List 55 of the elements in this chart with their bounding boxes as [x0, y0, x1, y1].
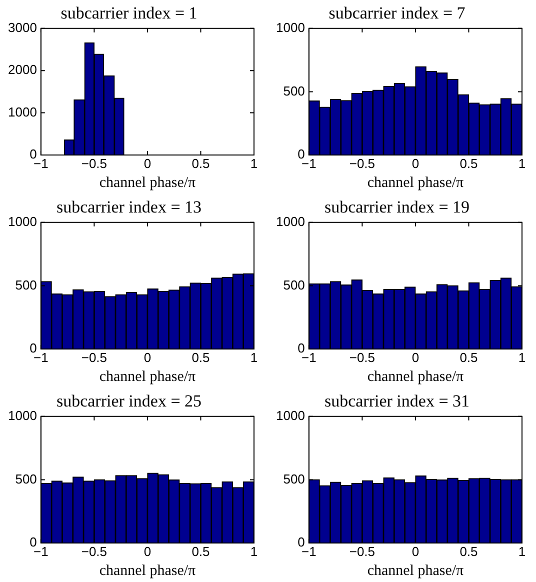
x-tick-label: −0.5	[81, 350, 108, 366]
chart-title: subcarrier index = 31	[324, 392, 470, 411]
x-tick-label: 1	[250, 156, 258, 172]
x-tick-label: 1	[250, 544, 258, 560]
x-axis-title: channel phase/π	[367, 368, 464, 385]
x-tick-label: 0	[412, 544, 420, 560]
x-tick-label: 1	[518, 544, 526, 560]
x-axis-title: channel phase/π	[99, 562, 196, 579]
chart-title: subcarrier index = 19	[324, 198, 470, 217]
y-tick-label: 1000	[8, 214, 37, 229]
y-tick-label: 1000	[276, 214, 305, 229]
y-tick-label: 0	[298, 534, 305, 550]
x-tick-label: −0.5	[349, 544, 376, 560]
x-tick-label: 0.5	[192, 156, 210, 172]
chart-title: subcarrier index = 1	[60, 4, 198, 23]
x-axis-title: channel phase/π	[99, 174, 196, 191]
chart-title: subcarrier index = 25	[56, 392, 202, 411]
y-tick-label: 0	[298, 340, 305, 356]
x-tick-label: −0.5	[349, 350, 376, 366]
y-tick-label: 0	[298, 146, 305, 162]
y-tick-label: 0	[30, 340, 37, 356]
chart-title: subcarrier index = 7	[328, 4, 466, 23]
y-tick-label: 500	[283, 277, 305, 292]
y-tick-label: 0	[30, 534, 37, 550]
chart-title: subcarrier index = 13	[56, 198, 202, 217]
x-tick-label: −0.5	[81, 156, 108, 172]
x-tick-label: 1	[518, 156, 526, 172]
x-axis-title: channel phase/π	[367, 562, 464, 579]
y-tick-label: 1000	[8, 408, 37, 423]
x-tick-label: −0.5	[81, 544, 108, 560]
y-tick-label: 0	[30, 146, 37, 162]
x-tick-label: 0.5	[192, 350, 210, 366]
x-tick-label: 0.5	[460, 156, 478, 172]
x-tick-label: 0	[412, 350, 420, 366]
y-tick-label: 3000	[8, 20, 37, 35]
x-tick-label: 1	[518, 350, 526, 366]
x-tick-label: 0	[144, 156, 152, 172]
y-tick-label: 500	[15, 471, 37, 486]
y-tick-label: 2000	[8, 62, 37, 78]
x-tick-label: 0.5	[460, 544, 478, 560]
x-axis-title: channel phase/π	[99, 368, 196, 385]
x-tick-label: −0.5	[349, 156, 376, 172]
x-tick-label: 1	[250, 350, 258, 366]
x-axis-title: channel phase/π	[367, 174, 464, 191]
x-tick-label: 0	[144, 350, 152, 366]
y-tick-label: 500	[283, 83, 305, 98]
x-tick-label: 0.5	[460, 350, 478, 366]
x-tick-label: 0	[144, 544, 152, 560]
y-tick-label: 1000	[8, 104, 37, 120]
y-tick-label: 1000	[276, 408, 305, 423]
x-tick-label: 0.5	[192, 544, 210, 560]
y-tick-label: 500	[283, 471, 305, 486]
x-tick-label: 0	[412, 156, 420, 172]
y-tick-label: 500	[15, 277, 37, 292]
y-tick-label: 1000	[276, 20, 305, 35]
